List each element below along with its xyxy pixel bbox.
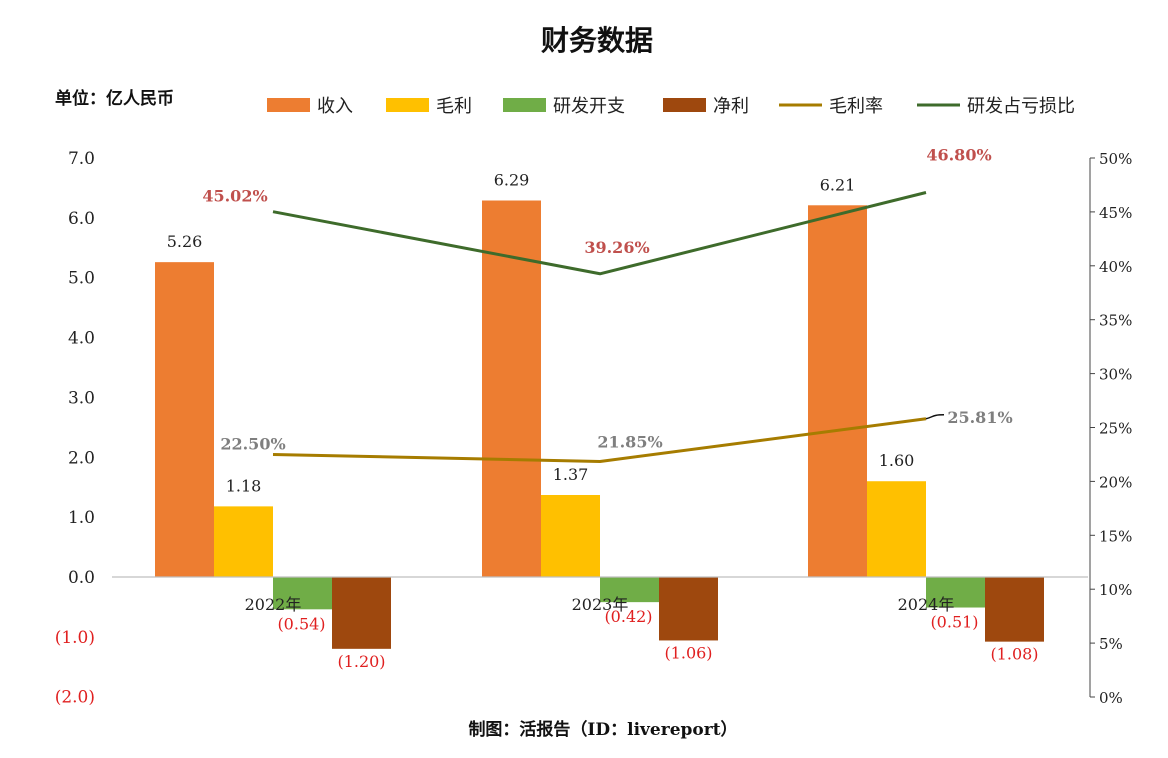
legend-swatch-收入 [267, 98, 310, 112]
data-label-收入: 5.26 [167, 232, 203, 251]
y-right-tick-label: 0% [1099, 689, 1123, 707]
chart-title: 财务数据 [541, 24, 653, 57]
x-category-label: 2022年 [245, 595, 302, 614]
line-研发占亏损比 [272, 191, 927, 276]
y-left-tick-label: 4.0 [68, 329, 95, 349]
y-right-tick-label: 30% [1099, 366, 1132, 384]
data-label-研发开支: (0.51) [930, 613, 978, 632]
data-labels: 5.26 6.29 6.21 1.18 1.37 1.60 (0.54) (0.42) (0.5… [167, 145, 1039, 670]
y-left-tick-label: (2.0) [55, 688, 95, 708]
y-left-tick-label: 1.0 [68, 508, 95, 528]
data-label-收入: 6.29 [494, 170, 530, 189]
legend-label-收入: 收入 [317, 96, 353, 117]
y-right-tick-label: 20% [1099, 473, 1132, 491]
legend-label-研发占亏损比: 研发占亏损比 [967, 96, 1075, 117]
legend-swatch-研发开支 [503, 98, 546, 112]
bar-研发开支-2022年 [273, 577, 332, 610]
bar-净利-2023年 [659, 577, 718, 641]
legend-label-净利: 净利 [713, 96, 749, 117]
data-label-净利: (1.20) [337, 652, 385, 671]
data-label-净利: (1.06) [664, 643, 712, 662]
data-label-研发开支: (0.54) [277, 614, 325, 633]
y-right-tick-label: 35% [1099, 312, 1132, 330]
bar-研发开支-2023年 [600, 577, 659, 603]
data-label-毛利率: 25.81% [947, 408, 1012, 427]
right-axis: 50% 45% 40% 35% 30% 25% 20% 15% 10% 5% 0% [1089, 150, 1132, 707]
footer-credit: 制图：活报告（ID：livereport） [468, 719, 737, 740]
x-category-label: 2024年 [898, 595, 955, 614]
bar-毛利-2022年 [214, 506, 273, 577]
data-label-收入: 6.21 [820, 175, 856, 194]
category-labels: 2022年 2023年 2024年 [245, 595, 955, 614]
y-right-tick-label: 25% [1099, 420, 1132, 438]
y-right-tick-label: 40% [1099, 258, 1132, 276]
y-left-tick-label: 7.0 [68, 149, 95, 169]
data-label-毛利率: 21.85% [597, 432, 662, 451]
y-left-tick-label: 2.0 [68, 448, 95, 468]
bar-收入-2022年 [155, 262, 214, 577]
data-label-研发占亏损比: 39.26% [584, 238, 649, 257]
left-axis: 7.0 6.0 5.0 4.0 3.0 2.0 1.0 0.0 (1.0) (2.0) [55, 149, 95, 708]
data-label-研发占亏损比: 46.80% [926, 145, 991, 164]
bar-净利-2022年 [332, 577, 391, 649]
y-right-tick-label: 50% [1099, 150, 1132, 168]
y-left-tick-label: 3.0 [68, 388, 95, 408]
legend-label-毛利: 毛利 [436, 96, 472, 117]
bar-净利-2024年 [985, 577, 1044, 642]
bar-收入-2024年 [808, 205, 867, 577]
x-category-label: 2023年 [572, 595, 629, 614]
unit-label: 单位：亿人民币 [55, 88, 174, 109]
legend-swatch-净利 [663, 98, 706, 112]
data-label-毛利: 1.18 [226, 476, 262, 495]
bar-毛利-2024年 [867, 481, 926, 577]
lines [272, 191, 927, 463]
data-label-研发占亏损比: 45.02% [202, 187, 267, 206]
y-left-tick-label: 5.0 [68, 269, 95, 289]
y-right-tick-label: 45% [1099, 204, 1132, 222]
bar-毛利-2023年 [541, 494, 600, 577]
y-left-tick-label: 6.0 [68, 209, 95, 229]
y-right-tick-label: 15% [1099, 527, 1132, 545]
y-left-tick-label: (1.0) [55, 628, 95, 648]
bar-收入-2023年 [482, 200, 541, 577]
y-right-tick-label: 10% [1099, 581, 1132, 599]
data-label-毛利: 1.37 [553, 465, 589, 484]
data-label-净利: (1.08) [990, 645, 1038, 664]
legend-swatch-毛利 [386, 98, 429, 112]
data-label-毛利率: 22.50% [220, 434, 285, 453]
y-left-tick-label: 0.0 [68, 568, 95, 588]
legend-label-毛利率: 毛利率 [829, 96, 883, 117]
y-right-tick-label: 5% [1099, 635, 1123, 653]
legend: 收入 毛利 研发开支 净利 毛利率 研发占亏损比 [267, 96, 1075, 117]
data-label-毛利: 1.60 [879, 451, 915, 470]
data-label-研发开支: (0.42) [604, 607, 652, 626]
bar-研发开支-2024年 [926, 577, 985, 608]
legend-label-研发开支: 研发开支 [553, 96, 625, 117]
line-毛利率 [272, 417, 927, 463]
bars [155, 200, 1044, 649]
label-leader-line [925, 414, 945, 420]
